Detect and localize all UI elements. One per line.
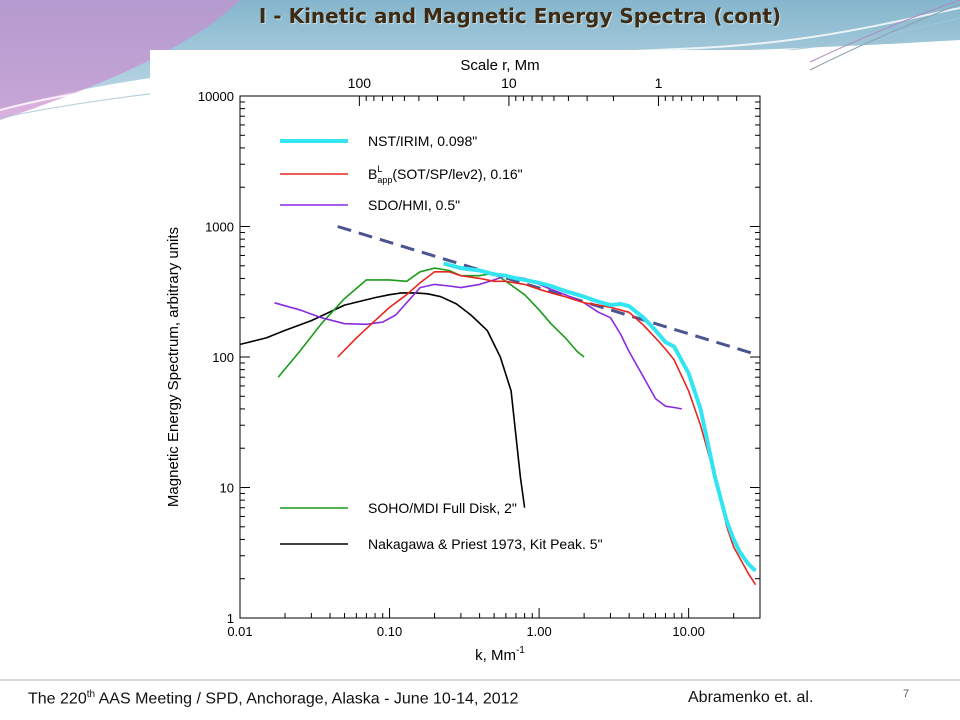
y-tick-label: 1000 — [205, 220, 234, 235]
legend-label-0: NST/IRIM, 0.098" — [368, 133, 477, 149]
spectra-chart: 0.01 0.10 1.00 10.00 100 10 1 Scale r, Mm 1 10 100… — [165, 57, 761, 664]
top-tick-label: 100 — [348, 75, 372, 91]
chart-panel: 0.01 0.10 1.00 10.00 100 10 1 Scale r, Mm 1 10 100… — [150, 50, 810, 668]
y-tick-label: 10 — [220, 481, 234, 496]
footer-prefix: The 220 — [28, 690, 87, 708]
legend-label-4: Nakagawa & Priest 1973, Kit Peak. 5" — [368, 536, 603, 552]
y-tick-label: 100 — [212, 350, 234, 365]
x-tick-label: 0.10 — [377, 624, 402, 639]
series-line-1 — [337, 271, 757, 586]
footer-authors: Abramenko et. al. — [688, 689, 814, 706]
top-axis-label: Scale r, Mm — [460, 57, 539, 74]
slide-title: I - Kinetic and Magnetic Energy Spectra … — [258, 4, 782, 28]
page-number: 7 — [903, 688, 910, 700]
series-line-4 — [240, 292, 526, 508]
x-tick-label: 0.01 — [227, 624, 252, 639]
series-line-0 — [443, 261, 757, 573]
top-tick-label: 1 — [655, 75, 663, 91]
legend-label-2: SDO/HMI, 0.5" — [368, 197, 460, 213]
x-axis-label: k, Mm-1 — [475, 645, 525, 664]
y-tick-label: 1 — [227, 611, 234, 626]
top-tick-label: 10 — [501, 75, 517, 91]
y-axis-label: Magnetic Energy Spectrum, arbitrary unit… — [165, 227, 182, 507]
footer-rest: AAS Meeting / SPD, Anchorage, Alaska - J… — [95, 690, 519, 708]
footer-conference: The 220th AAS Meeting / SPD, Anchorage, … — [28, 689, 518, 708]
y-tick-label: 10000 — [198, 89, 234, 104]
series-line-5 — [337, 225, 756, 356]
legend-label-3: SOHO/MDI Full Disk, 2" — [368, 500, 517, 516]
series-line-2 — [274, 274, 682, 410]
x-tick-label: 1.00 — [526, 624, 551, 639]
x-tick-label: 10.00 — [672, 624, 705, 639]
footer-superscript: th — [86, 689, 96, 700]
legend-label-1: BL app(SOT/SP/lev2), 0.16" — [368, 164, 523, 185]
